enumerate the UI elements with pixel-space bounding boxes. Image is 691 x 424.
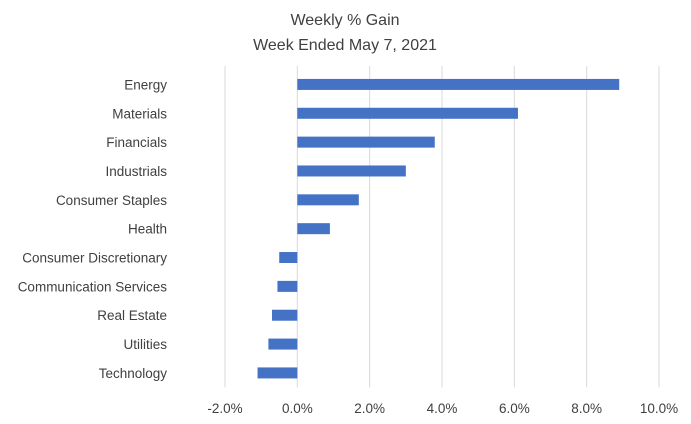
category-labels: Energy Materials Financials Industrials Cons…	[18, 77, 168, 381]
bar	[297, 107, 518, 119]
bar	[297, 165, 406, 177]
gridlines	[224, 66, 660, 388]
category-label: Materials	[112, 106, 167, 121]
category-label: Industrials	[105, 164, 167, 179]
category-label: Utilities	[123, 337, 167, 352]
bar	[279, 252, 298, 264]
x-tick-label: 4.0%	[427, 401, 458, 416]
category-label: Technology	[99, 366, 168, 381]
x-tick-label: 0.0%	[282, 401, 313, 416]
x-tick-label: 6.0%	[499, 401, 530, 416]
category-label: Consumer Staples	[56, 193, 167, 208]
category-label: Communication Services	[18, 279, 168, 294]
x-tick-label: -2.0%	[207, 401, 242, 416]
bar	[257, 367, 298, 379]
bar	[277, 280, 298, 292]
x-tick-label: 8.0%	[571, 401, 602, 416]
category-label: Real Estate	[97, 308, 167, 323]
x-tick-label: 10.0%	[640, 401, 678, 416]
x-tick-labels: -2.0% 0.0% 2.0% 4.0% 6.0% 8.0% 10.0%	[207, 401, 678, 416]
bar	[268, 338, 298, 350]
x-tick-label: 2.0%	[354, 401, 385, 416]
bar	[297, 136, 435, 148]
bar	[297, 78, 620, 90]
category-label: Consumer Discretionary	[22, 251, 167, 266]
chart-subtitle: Week Ended May 7, 2021	[253, 37, 437, 54]
bar	[272, 309, 298, 321]
bars	[257, 78, 620, 379]
chart-title: Weekly % Gain	[290, 12, 399, 29]
category-label: Health	[128, 222, 167, 237]
bar	[297, 223, 330, 235]
bar	[297, 194, 359, 206]
category-label: Financials	[106, 135, 167, 150]
category-label: Energy	[124, 77, 167, 92]
